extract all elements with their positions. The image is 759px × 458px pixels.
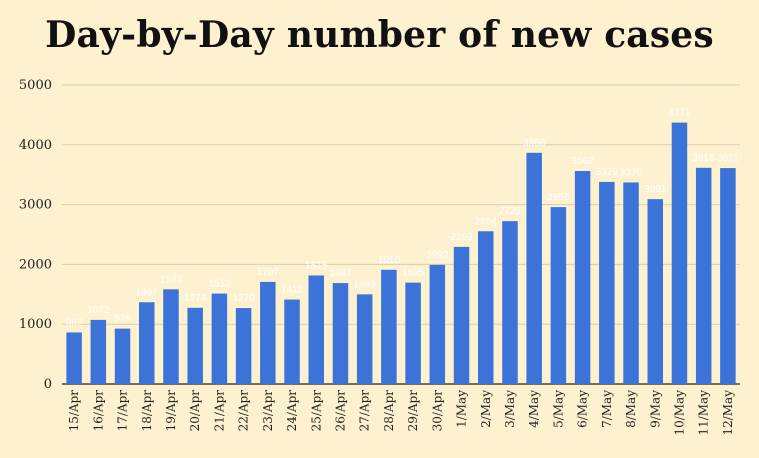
data-label: 3866: [523, 138, 546, 149]
x-tick-label: 16/Apr: [91, 390, 105, 432]
x-tick-label: 5/May: [551, 390, 565, 428]
data-label: 1992: [426, 250, 449, 261]
data-label: 1412: [281, 285, 304, 296]
data-label: 1695: [402, 268, 425, 279]
bar: [647, 199, 663, 384]
bar: [720, 168, 736, 384]
x-axis: 15/Apr 16/Apr 17/Apr 18/Apr 19/Apr 20/Apr 21/A…: [67, 390, 735, 436]
y-tick-label: 0: [44, 377, 52, 392]
x-tick-label: 10/May: [672, 390, 686, 436]
bar: [405, 282, 421, 384]
x-tick-label: 4/May: [527, 390, 541, 428]
y-tick-label: 4000: [19, 138, 52, 153]
bar: [211, 293, 228, 384]
x-tick-label: 22/Apr: [237, 390, 251, 432]
bar: [163, 289, 179, 384]
data-label: 3379: [596, 167, 619, 178]
data-label: 1815: [305, 260, 328, 271]
x-tick-label: 19/Apr: [164, 390, 178, 432]
data-label: 1707: [257, 267, 280, 278]
x-tick-label: 8/May: [624, 390, 638, 428]
bar: [429, 264, 446, 384]
bar: [381, 269, 397, 384]
y-tick-label: 1000: [19, 317, 52, 332]
data-label: 862: [66, 317, 83, 328]
bar: [356, 294, 373, 384]
x-tick-label: 3/May: [503, 390, 517, 428]
data-label: 4371: [668, 108, 691, 119]
data-label: 1072: [87, 305, 110, 316]
y-tick-label: 2000: [19, 257, 52, 272]
data-label: 2554: [475, 216, 498, 227]
x-tick-label: 24/Apr: [285, 390, 299, 432]
x-tick-label: 30/Apr: [430, 390, 444, 432]
x-tick-label: 15/Apr: [67, 390, 81, 432]
x-tick-label: 9/May: [648, 390, 662, 428]
bar: [453, 246, 470, 384]
bar: [187, 307, 203, 384]
x-tick-label: 27/Apr: [358, 390, 372, 432]
bar: [235, 308, 252, 384]
bar: [114, 328, 131, 384]
y-axis: 0 1000 2000 3000 4000 5000: [19, 78, 52, 392]
data-label: 3091: [644, 184, 667, 195]
data-label: 3562: [571, 156, 594, 167]
data-label: 1274: [184, 293, 207, 304]
x-tick-label: 29/Apr: [406, 390, 420, 432]
x-tick-label: 6/May: [576, 390, 590, 428]
data-label: 1512: [208, 279, 231, 290]
x-tick-label: 2/May: [479, 390, 493, 428]
data-label: 1499: [354, 279, 377, 290]
bars: [66, 122, 736, 384]
bar: [66, 332, 82, 384]
data-label: 1687: [329, 268, 352, 279]
x-tick-label: 28/Apr: [382, 390, 396, 432]
bar: [90, 319, 107, 384]
x-tick-label: 12/May: [721, 390, 735, 436]
bar: [284, 299, 300, 384]
x-tick-label: 18/Apr: [140, 390, 154, 432]
bar: [526, 152, 542, 384]
bar: [260, 281, 276, 384]
bar: [623, 182, 639, 384]
y-tick-label: 5000: [19, 78, 52, 93]
bar: [574, 170, 591, 384]
data-label: 1910: [378, 255, 401, 266]
data-label: 1367: [136, 287, 159, 298]
bar: [308, 275, 324, 384]
x-tick-label: 7/May: [600, 390, 614, 428]
x-tick-label: 17/Apr: [116, 390, 130, 432]
bar: [695, 167, 712, 384]
data-label: 926: [114, 314, 131, 325]
data-label: 1583: [160, 274, 183, 285]
bar: [599, 181, 615, 384]
x-tick-label: 20/Apr: [188, 390, 202, 432]
x-tick-label: 21/Apr: [212, 390, 226, 432]
y-tick-label: 3000: [19, 198, 52, 213]
data-label: 2723: [499, 206, 522, 217]
bar: [478, 231, 494, 384]
data-label: 2958: [547, 192, 570, 203]
x-tick-label: 25/Apr: [309, 390, 323, 432]
data-label: 1270: [232, 293, 255, 304]
x-tick-label: 11/May: [697, 390, 711, 436]
x-tick-label: 23/Apr: [261, 390, 275, 432]
x-tick-label: 1/May: [455, 390, 469, 428]
bar: [550, 207, 567, 384]
chart-title: Day-by-Day number of new cases: [45, 14, 714, 56]
x-tick-label: 26/Apr: [333, 390, 347, 432]
bar: [332, 283, 349, 384]
bar: [671, 122, 688, 384]
data-label: 2293: [450, 232, 473, 243]
bar: [502, 221, 518, 384]
data-label: 3370: [620, 167, 643, 178]
data-label: 3615: [693, 153, 716, 164]
data-label: 3611: [717, 153, 739, 164]
bar: [139, 302, 155, 384]
